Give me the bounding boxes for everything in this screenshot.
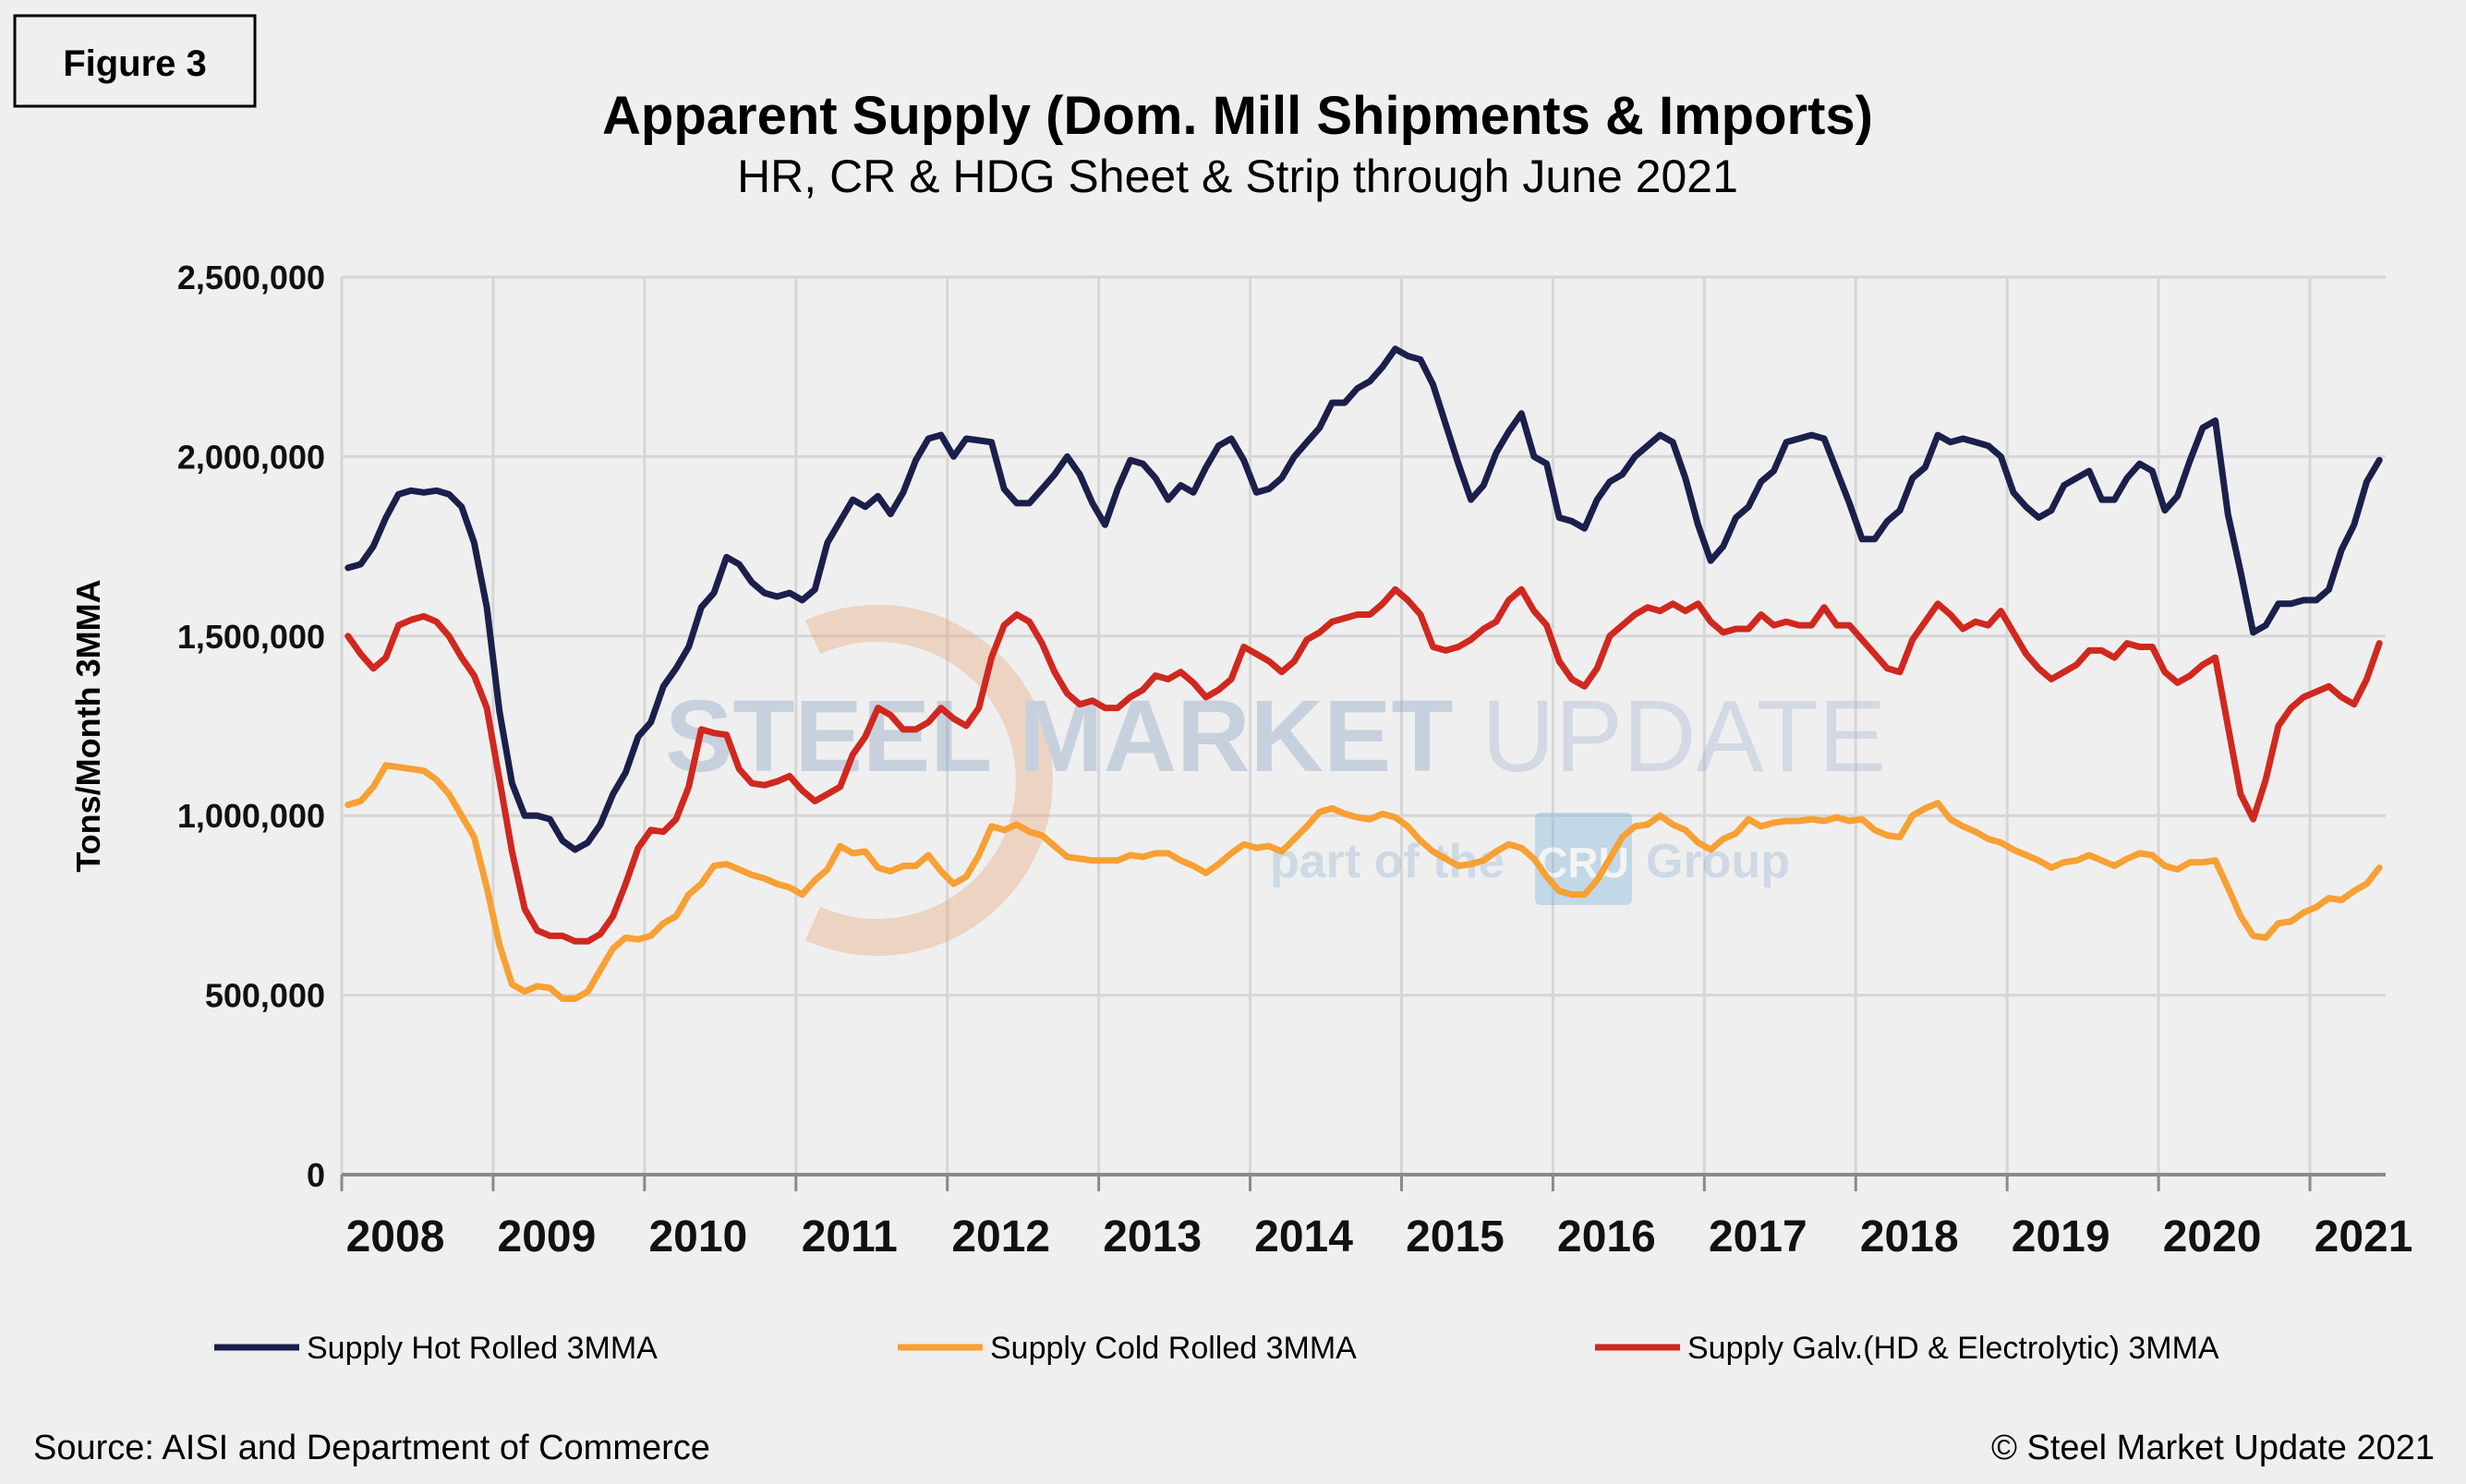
x-tick-label: 2021 (2315, 1213, 2413, 1261)
legend-label: Supply Galv.(HD & Electrolytic) 3MMA (1687, 1331, 2219, 1366)
x-tick-label: 2019 (2012, 1213, 2110, 1261)
x-tick-label: 2011 (802, 1213, 898, 1261)
x-tick-label: 2008 (346, 1213, 445, 1261)
legend-label: Supply Hot Rolled 3MMA (307, 1331, 658, 1366)
x-tick-label: 2013 (1103, 1213, 1202, 1261)
watermark-brand-bold: STEEL MARKET (665, 680, 1454, 793)
y-tick-label: 0 (307, 1156, 325, 1194)
watermark-brand-light: UPDATE (1481, 680, 1886, 793)
series-line-hot-rolled (345, 345, 2383, 853)
figure-label: Figure 3 (63, 43, 207, 84)
watermark-arc-icon (804, 605, 1053, 956)
y-axis-label: Tons/Month 3MMA (69, 579, 107, 872)
x-tick-label: 2017 (1709, 1213, 1807, 1261)
axes: 0 500,000 1,000,000 1,500,000 2,000,000 2,500… (177, 259, 2413, 1261)
y-tick-label: 1,500,000 (177, 618, 325, 656)
x-tick-label: 2009 (498, 1213, 597, 1261)
x-tick-label: 2012 (951, 1213, 1050, 1261)
y-tick-label: 500,000 (205, 977, 325, 1015)
x-tick-label: 2015 (1406, 1213, 1505, 1261)
x-tick-label: 2018 (1860, 1213, 1959, 1261)
x-tick-label: 2010 (648, 1213, 747, 1261)
x-tick-label: 2020 (2163, 1213, 2262, 1261)
series-line-cold-rolled (345, 762, 2383, 1002)
copyright-note: © Steel Market Update 2021 (1991, 1429, 2435, 1467)
series-lines (345, 345, 2383, 1002)
x-tick-label: 2016 (1557, 1213, 1656, 1261)
legend: Supply Hot Rolled 3MMA Supply Cold Rolled… (214, 1331, 2219, 1366)
svg-text:STEEL MARKET UPDATE: STEEL MARKET UPDATE (665, 680, 1886, 793)
source-note: Source: AISI and Department of Commerce (33, 1429, 710, 1467)
legend-label: Supply Cold Rolled 3MMA (990, 1331, 1357, 1366)
x-tick-label: 2014 (1254, 1213, 1353, 1261)
cru-logo-icon (1535, 813, 1632, 905)
chart-title: Apparent Supply (Dom. Mill Shipments & I… (602, 86, 1873, 146)
y-tick-label: 2,500,000 (177, 259, 325, 296)
figure-label-box: Figure 3 (13, 14, 257, 108)
y-tick-label: 1,000,000 (177, 797, 325, 835)
y-tick-label: 2,000,000 (177, 438, 325, 476)
chart-subtitle: HR, CR & HDG Sheet & Strip through June … (737, 151, 1738, 202)
series-line-galv (345, 585, 2383, 945)
